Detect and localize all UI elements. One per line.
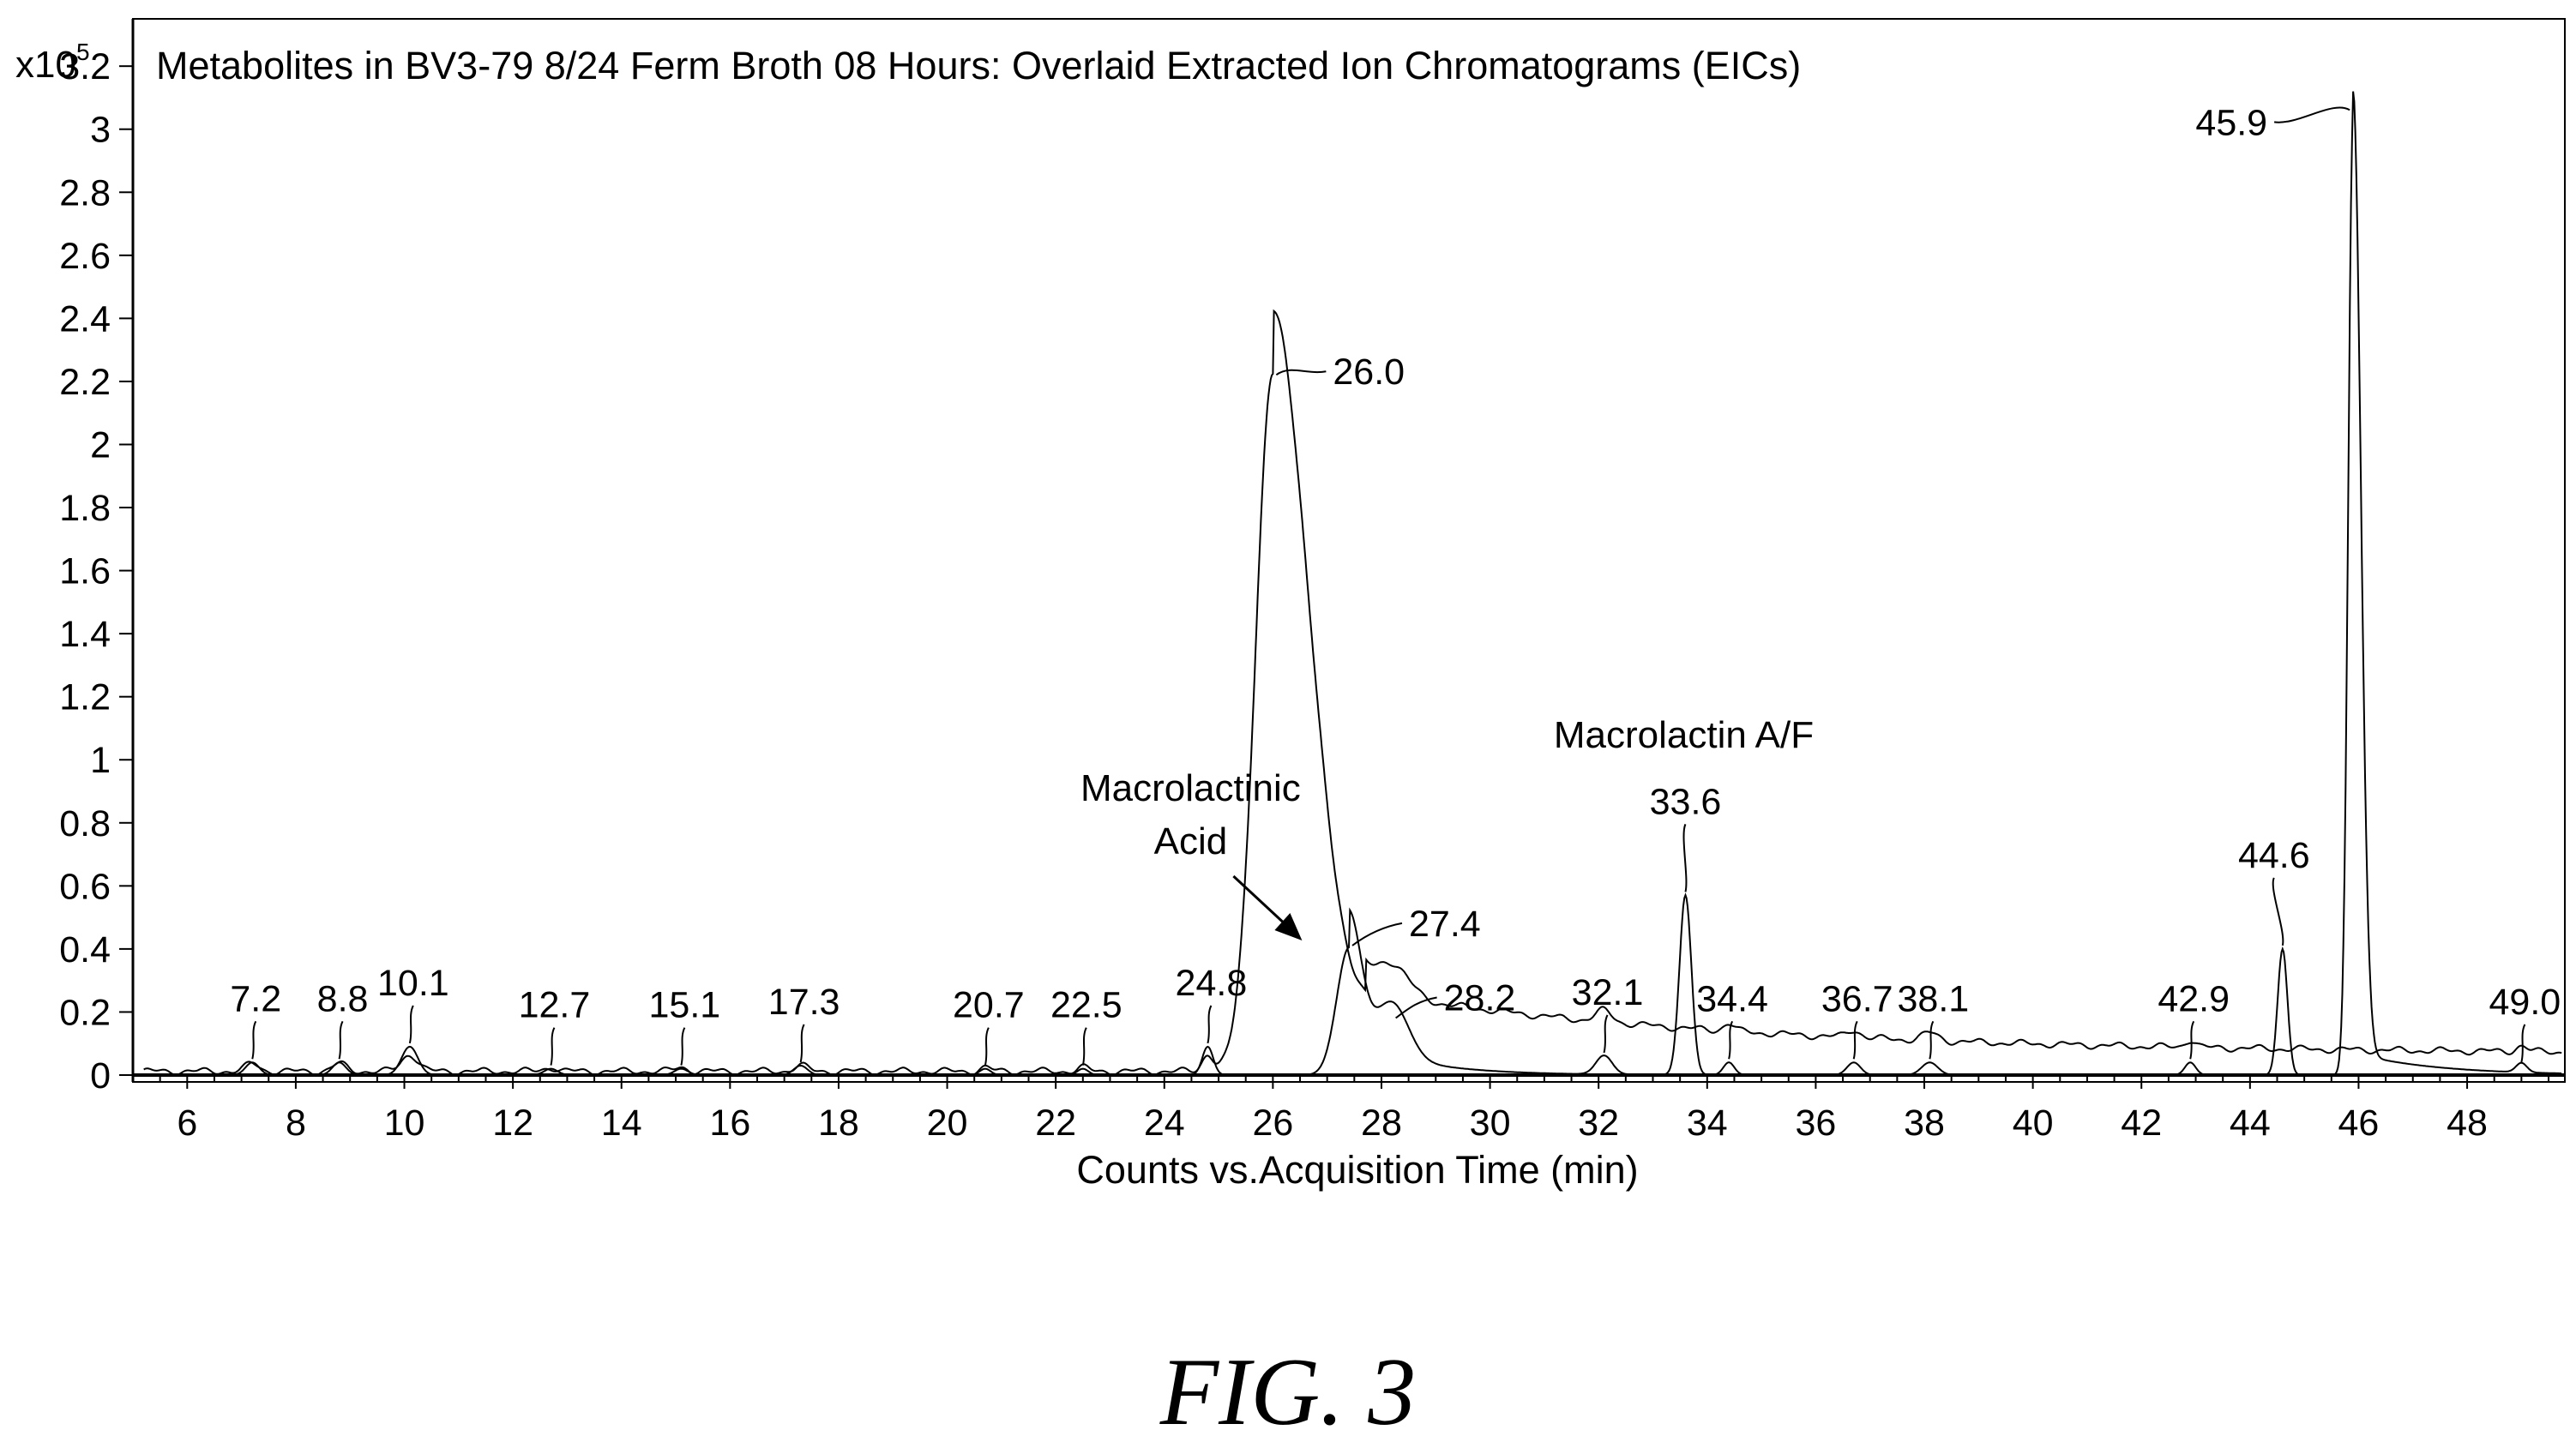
x-tick-label: 14 [601,1103,642,1144]
x-tick-label: 22 [1035,1103,1076,1144]
x-tick-label: 18 [818,1103,859,1144]
x-axis-label: Counts vs.Acquisition Time (min) [1076,1148,1638,1192]
annotation-text: Acid [1154,820,1228,862]
peak-label: 15.1 [649,985,721,1026]
peak-leader-line [1852,1020,1858,1060]
peak-label: 22.5 [1050,985,1122,1026]
peak-label: 24.8 [1176,963,1248,1004]
peak-label: 28.2 [1444,977,1516,1018]
peak-label: 44.6 [2238,835,2310,876]
y-tick-label: 1.6 [59,551,111,592]
y-tick-label: 0.2 [59,992,111,1033]
y-tick-label: 0.8 [59,803,111,844]
y-tick-label: 2.6 [59,236,111,277]
peak-leader-line [2189,1020,2195,1060]
annotation-text: Macrolactin A/F [1554,714,1814,756]
x-tick-label: 32 [1578,1103,1619,1144]
figure-caption: FIG. 3 [1159,1339,1417,1445]
x-tick-label: 42 [2121,1103,2162,1144]
peak-leader-line [1728,1020,1734,1060]
peak-leader-line [550,1027,556,1066]
x-axis-ticks: 6 8 10 12 14 16 18 20 22 24 26 28 30 32 34 36 38 40 42 44 46… [132,1075,2550,1144]
peak-label: 26.0 [1333,351,1405,393]
annotation-arrow-head [1274,913,1303,940]
y-multiplier-base: x10 [15,44,76,86]
peak-leader-line [251,1020,257,1060]
y-tick-label: 1.2 [59,677,111,718]
peak-leader-line [338,1020,344,1060]
annotations: Macrolactinic Acid Macrolactin A/F [1080,714,1814,940]
chart-title: Metabolites in BV3-79 8/24 Ferm Broth 08… [156,44,1801,87]
y-multiplier-exponent: 5 [76,39,90,65]
y-tick-label: 3.2 [59,46,111,87]
y-tick-label: 2.2 [59,362,111,403]
peak-label: 20.7 [953,985,1025,1026]
peak-label: 7.2 [230,978,281,1019]
x-tick-label: 26 [1252,1103,1293,1144]
y-tick-label: 1.4 [59,614,111,655]
y-tick-label: 1.8 [59,488,111,529]
x-tick-label: 40 [2013,1103,2054,1144]
peak-label: 32.1 [1572,972,1644,1013]
y-tick-label: 3 [90,110,111,151]
peak-label: 8.8 [317,978,369,1019]
chromatogram-traces [143,91,2562,1077]
x-tick-label: 16 [709,1103,750,1144]
y-tick-label: 2 [90,424,111,466]
x-tick-label: 48 [2447,1103,2488,1144]
y-tick-label: 0.4 [59,929,111,970]
y-axis-ticks: 0 0.2 0.4 0.6 0.8 1 1.2 1.4 1.6 1.8 2 2.2 2.4 2.6 2.8 3… [59,46,133,1097]
peak-leader-line [2273,106,2350,123]
peak-labels: 7.2 8.8 10.1 12.7 15.1 17.3 20.7 22.5 24.8 26.0 27… [230,102,2561,1066]
x-tick-label: 28 [1361,1103,1402,1144]
peak-label: 12.7 [519,985,591,1026]
peak-label: 17.3 [768,982,840,1023]
x-tick-label: 6 [177,1103,197,1144]
x-tick-label: 38 [1904,1103,1945,1144]
peak-leader-line [1395,996,1437,1019]
peak-label: 36.7 [1821,978,1893,1019]
y-tick-label: 2.4 [59,298,111,339]
eic-trace-1 [143,309,2562,1077]
x-tick-label: 34 [1687,1103,1728,1144]
peak-label: 42.9 [2158,978,2230,1019]
x-tick-label: 30 [1470,1103,1511,1144]
x-tick-label: 46 [2338,1103,2380,1144]
peak-label: 10.1 [377,963,449,1004]
eic-trace-2 [143,91,2562,1076]
peak-leader-line [1081,1027,1087,1066]
peak-leader-line [1207,1005,1213,1044]
peak-leader-line [984,1027,990,1066]
peak-leader-line [1275,369,1327,376]
peak-leader-line [1929,1020,1935,1060]
peak-label: 33.6 [1650,781,1722,822]
x-tick-label: 10 [384,1103,425,1144]
y-tick-label: 0 [90,1055,111,1097]
peak-label: 45.9 [2195,102,2267,143]
x-tick-label: 8 [286,1103,306,1144]
peak-leader-line [799,1024,805,1063]
y-tick-label: 0.6 [59,866,111,907]
x-tick-label: 24 [1144,1103,1185,1144]
peak-leader-line [2520,1024,2526,1063]
peak-leader-line [1351,922,1403,946]
y-multiplier: x105 [15,39,90,86]
peak-label: 38.1 [1897,978,1969,1019]
peak-leader-line [680,1027,686,1066]
y-tick-label: 2.8 [59,172,111,213]
x-tick-label: 12 [492,1103,533,1144]
peak-leader-line [408,1005,414,1044]
annotation-text: Macrolactinic [1080,767,1301,809]
peak-leader-line [2272,877,2284,946]
x-tick-label: 36 [1795,1103,1836,1144]
x-tick-label: 44 [2230,1103,2271,1144]
peak-leader-line [1603,1014,1609,1054]
peak-leader-line [1682,823,1688,892]
y-tick-label: 1 [90,740,111,781]
peak-label: 34.4 [1696,978,1768,1019]
peak-label: 49.0 [2489,982,2561,1023]
peak-label: 27.4 [1409,904,1481,945]
x-tick-label: 20 [927,1103,968,1144]
